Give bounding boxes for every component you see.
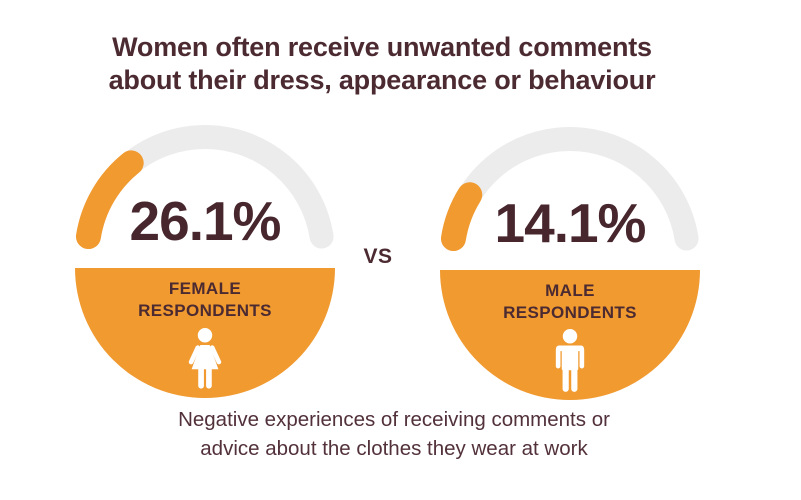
page-title-line2: about their dress, appearance or behavio… [108,65,656,95]
gauge-label-line2: RESPONDENTS [138,301,272,320]
gauge-label-line1: FEMALE [168,279,242,298]
gauge-progress-arc [440,182,483,252]
chart-caption-line2: advice about the clothes they wear at wo… [200,436,588,460]
chart-caption: Negative experiences of receiving commen… [0,406,788,463]
page-title: Women often receive unwanted comments ab… [0,31,764,97]
chart-caption-line1: Negative experiences of receiving commen… [178,408,610,431]
gauge-female: 26.1% FEMALE RESPONDENTS [70,115,340,405]
gauge-label-line1: MALE [545,281,595,300]
gauge-value: 26.1% [129,190,282,252]
gauge-label: FEMALE RESPONDENTS [70,278,340,322]
gauge-label: MALE RESPONDENTS [435,280,705,324]
vs-separator: VS [363,245,393,268]
page-title-line1: Women often receive unwanted comments [112,32,652,62]
male-icon [547,329,593,395]
gauge-label-line2: RESPONDENTS [503,303,637,322]
gauge-progress-arc [75,150,144,250]
gauge-value: 14.1% [494,192,647,254]
female-icon [182,327,228,393]
gauge-male: 14.1% MALE RESPONDENTS [435,117,705,407]
